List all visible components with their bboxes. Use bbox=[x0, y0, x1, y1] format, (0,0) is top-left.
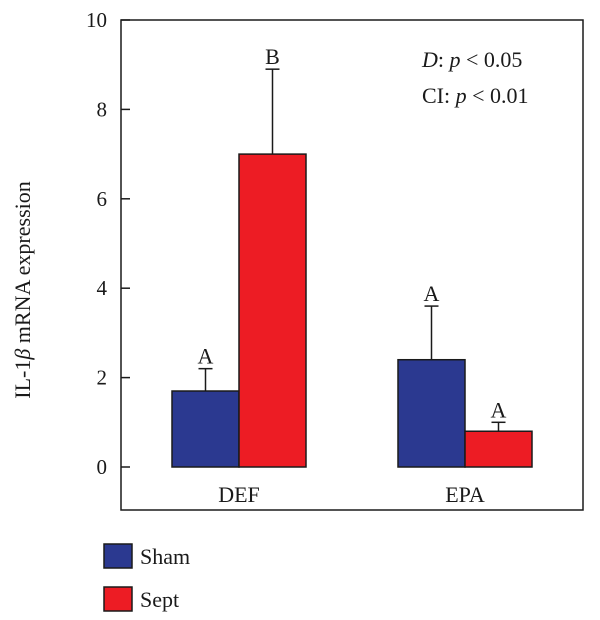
annotation-ci: CI: p < 0.01 bbox=[422, 83, 529, 108]
y-axis-label: IL-1β mRNA expression bbox=[10, 181, 35, 399]
y-tick-label: 0 bbox=[97, 455, 108, 479]
bar-sham-epa bbox=[397, 358, 466, 468]
category-label-def: DEF bbox=[218, 482, 260, 507]
sig-letter-sept-def: B bbox=[265, 44, 280, 69]
annotation-d-colon: : bbox=[438, 47, 450, 72]
significance-annotations: D: p < 0.05 CI: p < 0.01 bbox=[421, 47, 529, 108]
annotation-d-value: < 0.05 bbox=[461, 47, 523, 72]
annotation-ci-value: < 0.01 bbox=[467, 83, 529, 108]
y-axis-label-symbol: β bbox=[10, 349, 35, 361]
annotation-ci-term: CI bbox=[422, 83, 444, 108]
plot-frame bbox=[120, 19, 584, 511]
x-axis-category-labels: DEF EPA bbox=[218, 482, 485, 507]
legend-swatch-sham bbox=[103, 543, 133, 569]
bars: A B A A bbox=[171, 44, 533, 468]
y-tick-label: 4 bbox=[97, 276, 108, 300]
y-tick-label: 10 bbox=[86, 8, 107, 32]
annotation-d-term: D bbox=[421, 47, 438, 72]
legend: Sham Sept bbox=[103, 543, 190, 612]
bar-sham-def bbox=[171, 390, 240, 468]
y-axis-ticks: 0 2 4 6 8 10 bbox=[86, 8, 130, 479]
category-label-epa: EPA bbox=[445, 482, 485, 507]
sig-letter-sham-epa: A bbox=[424, 281, 440, 306]
plot-border bbox=[120, 19, 584, 511]
legend-swatch-sept bbox=[103, 586, 133, 612]
annotation-d-var: p bbox=[448, 47, 461, 72]
annotation-ci-var: p bbox=[454, 83, 467, 108]
y-axis-label-suffix: mRNA expression bbox=[10, 181, 35, 348]
annotation-ci-colon: : bbox=[444, 83, 456, 108]
y-tick-label: 8 bbox=[97, 97, 108, 121]
legend-label-sept: Sept bbox=[140, 587, 179, 612]
annotation-d: D: p < 0.05 bbox=[421, 47, 522, 72]
y-axis-label-prefix: IL-1 bbox=[10, 360, 35, 399]
bar-sept-def bbox=[238, 153, 307, 468]
sig-letter-sham-def: A bbox=[198, 344, 214, 369]
y-tick-label: 6 bbox=[97, 187, 108, 211]
y-tick-label: 2 bbox=[97, 366, 108, 390]
legend-label-sham: Sham bbox=[140, 544, 190, 569]
bar-sept-epa bbox=[464, 430, 533, 468]
sig-letter-sept-epa: A bbox=[491, 397, 507, 422]
